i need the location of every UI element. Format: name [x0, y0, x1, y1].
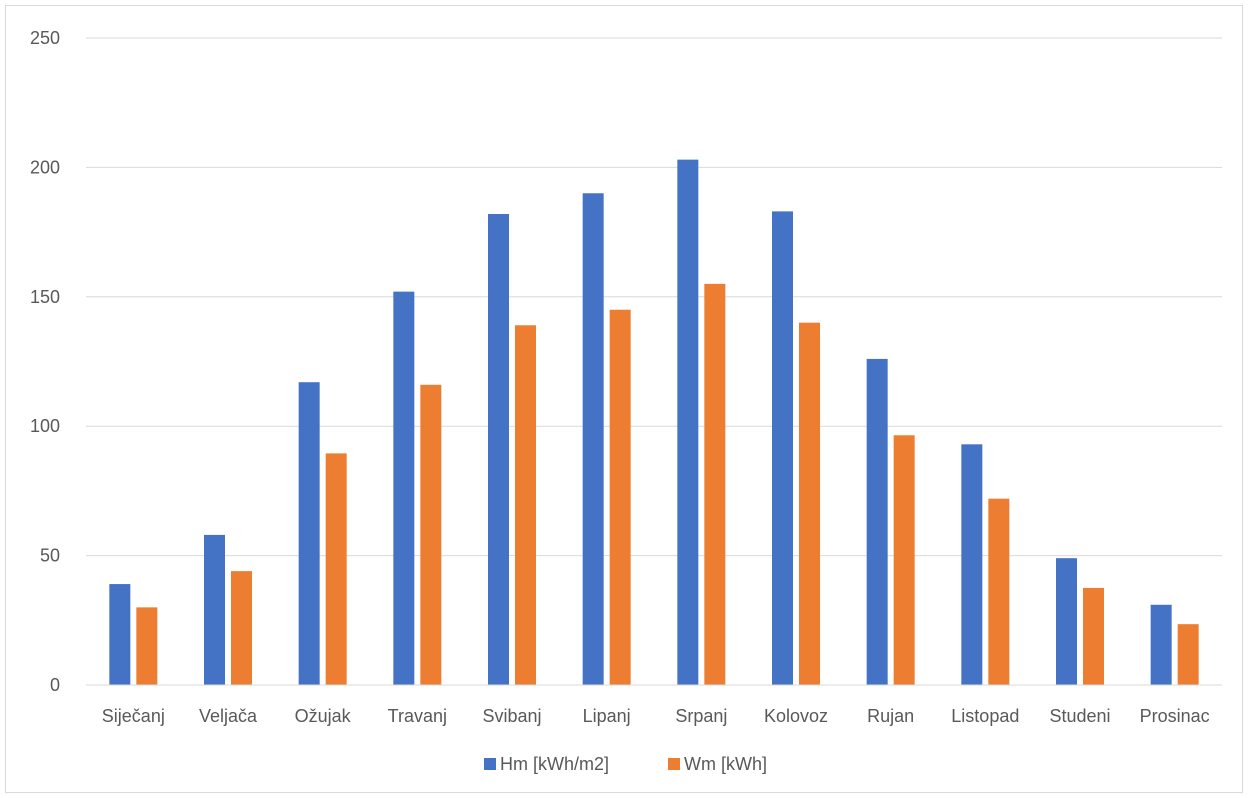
x-tick-label: Siječanj	[102, 706, 165, 726]
x-tick-label: Lipanj	[583, 706, 631, 726]
x-tick-label: Prosinac	[1140, 706, 1210, 726]
bar-hm	[109, 584, 131, 685]
bar-hm	[393, 291, 415, 685]
bar-wm	[136, 607, 158, 685]
y-tick-label: 0	[50, 675, 60, 695]
x-tick-label: Srpanj	[675, 706, 727, 726]
x-tick-label: Travanj	[388, 706, 447, 726]
y-tick-label: 50	[40, 546, 60, 566]
bar-hm	[582, 193, 604, 685]
bar-wm	[515, 325, 536, 685]
bar-wm	[609, 309, 631, 685]
bar-wm	[325, 453, 347, 685]
legend-swatch	[668, 758, 680, 770]
y-tick-label: 150	[30, 287, 60, 307]
y-tick-label: 200	[30, 157, 60, 177]
gridlines	[86, 37, 1222, 557]
x-tick-label: Rujan	[867, 706, 914, 726]
x-tick-label: Studeni	[1049, 706, 1110, 726]
bar-wm	[988, 498, 1010, 685]
bar-hm	[204, 534, 225, 685]
bar-hm	[677, 159, 699, 686]
x-axis-tick-labels: Siječanj Veljača Ožujak Travanj Svibanj Lipan…	[102, 706, 1210, 726]
bar-wm	[231, 571, 252, 685]
x-tick-label: Listopad	[951, 706, 1019, 726]
bar-wm	[893, 435, 915, 685]
bar-hm	[1150, 604, 1172, 685]
bar-hm	[1056, 558, 1077, 685]
legend: Hm [kWh/m2] Wm [kWh]	[484, 754, 767, 774]
bar-hm	[772, 211, 793, 685]
bar-hm	[866, 358, 888, 685]
bar-wm	[704, 283, 726, 685]
bar-wm	[1177, 624, 1199, 685]
bar-hm	[298, 382, 320, 685]
y-tick-label: 100	[30, 416, 60, 436]
legend-swatch	[484, 758, 496, 770]
bar-wm	[1083, 587, 1104, 685]
x-tick-label: Ožujak	[295, 706, 352, 726]
bar-wm	[799, 322, 820, 685]
legend-label: Wm [kWh]	[684, 754, 767, 774]
bar-hm	[961, 444, 983, 685]
bar-hm	[488, 213, 509, 685]
y-tick-label: 250	[30, 28, 60, 48]
x-tick-label: Veljača	[199, 706, 258, 726]
x-tick-label: Kolovoz	[764, 706, 828, 726]
y-axis-tick-labels: 0 50 100 150 200 250	[30, 28, 60, 695]
bars	[109, 159, 1199, 686]
bar-wm	[420, 384, 442, 685]
legend-label: Hm [kWh/m2]	[500, 754, 609, 774]
x-tick-label: Svibanj	[482, 706, 541, 726]
